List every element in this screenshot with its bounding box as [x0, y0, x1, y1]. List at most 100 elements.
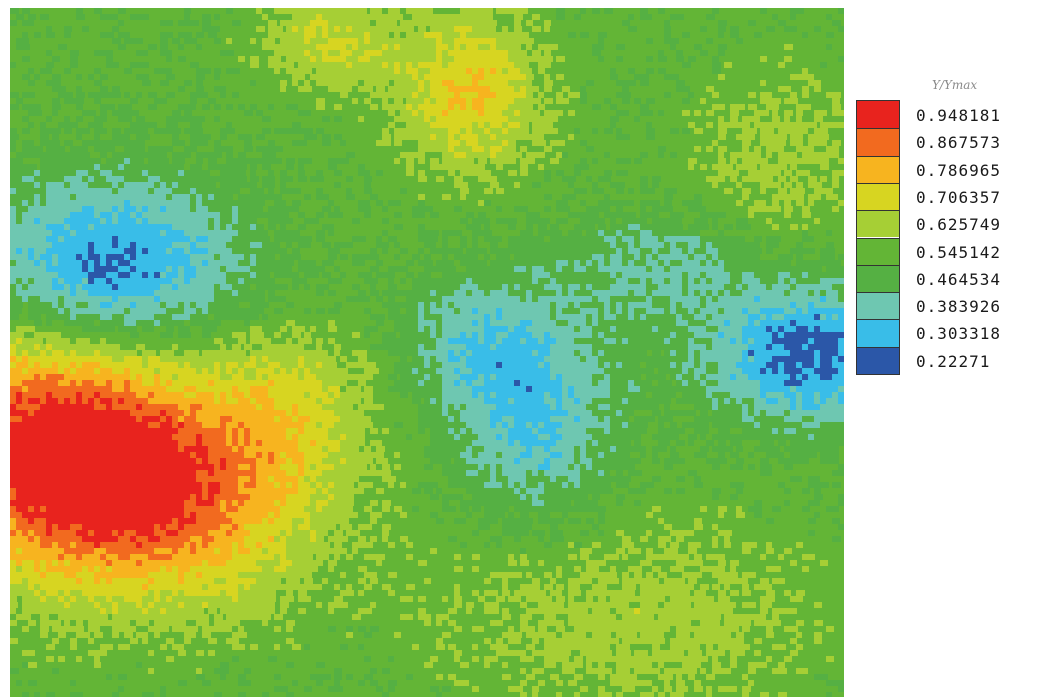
contour-cell [334, 206, 340, 212]
contour-cell [520, 248, 526, 254]
contour-cell [778, 350, 784, 356]
contour-cell [250, 314, 259, 320]
contour-cell [178, 158, 185, 164]
contour-cell [184, 8, 191, 14]
contour-cell [694, 236, 702, 242]
contour-cell [742, 314, 748, 320]
contour-cell [700, 356, 707, 362]
contour-cell [526, 272, 534, 278]
contour-cell [220, 92, 226, 98]
contour-cell [100, 200, 107, 206]
contour-cell [754, 254, 760, 260]
contour-cell [526, 74, 534, 80]
contour-cell [718, 332, 724, 338]
contour-cell [466, 14, 475, 20]
contour-cell [532, 128, 539, 134]
contour-cell [364, 254, 373, 260]
contour-cell [148, 212, 156, 218]
contour-cell [628, 200, 634, 206]
contour-cell [478, 62, 485, 68]
contour-cell [520, 308, 526, 314]
contour-cell [280, 224, 286, 230]
contour-cell [214, 248, 223, 254]
contour-cell [766, 182, 772, 188]
contour-cell [94, 116, 101, 122]
contour-cell [838, 26, 844, 32]
contour-cell [142, 260, 151, 266]
contour-cell [634, 308, 642, 314]
contour-cell [190, 356, 196, 362]
contour-cell [520, 242, 529, 248]
contour-cell [298, 176, 307, 182]
contour-cell [298, 26, 306, 32]
contour-cell [724, 272, 733, 278]
contour-cell [478, 326, 487, 332]
contour-cell [646, 122, 652, 128]
contour-cell [154, 278, 162, 284]
contour-cell [154, 68, 160, 74]
contour-cell [34, 176, 41, 182]
contour-cell [94, 290, 103, 296]
contour-cell [316, 68, 324, 74]
contour-cell [106, 170, 114, 176]
contour-cell [586, 314, 594, 320]
contour-cell [316, 32, 322, 38]
contour-cell [388, 86, 395, 92]
contour-cell [388, 314, 394, 320]
contour-cell [748, 332, 756, 338]
contour-cell [28, 212, 34, 218]
contour-cell [460, 254, 468, 260]
contour-cell [580, 224, 588, 230]
contour-cell [688, 308, 697, 314]
contour-cell [232, 356, 240, 362]
contour-cell [814, 128, 823, 134]
contour-cell [118, 236, 127, 242]
contour-cell [358, 26, 367, 32]
contour-cell [694, 206, 700, 212]
contour-cell [538, 68, 545, 74]
contour-cell [652, 308, 660, 314]
contour-cell [352, 218, 360, 224]
contour-cell [250, 338, 257, 344]
contour-cell [112, 248, 120, 254]
contour-cell [142, 218, 149, 224]
contour-cell [148, 296, 157, 302]
contour-cell [346, 32, 352, 38]
contour-cell [388, 56, 396, 62]
contour-cell [448, 332, 454, 338]
contour-cell [136, 50, 145, 56]
contour-cell [70, 230, 78, 236]
contour-cell [610, 74, 618, 80]
contour-cell [190, 182, 199, 188]
contour-cell [496, 278, 502, 284]
contour-cell [436, 308, 445, 314]
contour-cell [40, 290, 47, 296]
contour-cell [346, 86, 352, 92]
contour-cell [814, 134, 821, 140]
contour-cell [376, 20, 385, 26]
contour-cell [820, 344, 828, 350]
contour-cell [136, 128, 145, 134]
contour-cell [820, 158, 829, 164]
contour-cell [106, 242, 112, 248]
contour-cell [424, 356, 431, 362]
contour-cell [268, 218, 276, 224]
contour-cell [592, 308, 598, 314]
contour-cell [820, 338, 828, 344]
contour-cell [574, 338, 580, 344]
contour-cell [292, 8, 299, 14]
contour-cell [238, 206, 246, 212]
contour-cell [412, 14, 418, 20]
contour-cell [178, 230, 187, 236]
contour-cell [382, 206, 388, 212]
contour-cell [460, 242, 467, 248]
contour-cell [778, 260, 784, 266]
contour-cell [556, 14, 565, 20]
contour-cell [778, 356, 784, 362]
contour-cell [814, 332, 821, 338]
contour-cell [838, 284, 844, 290]
contour-cell [754, 122, 761, 128]
contour-cell [298, 236, 305, 242]
contour-cell [724, 122, 730, 128]
contour-cell [88, 224, 97, 230]
